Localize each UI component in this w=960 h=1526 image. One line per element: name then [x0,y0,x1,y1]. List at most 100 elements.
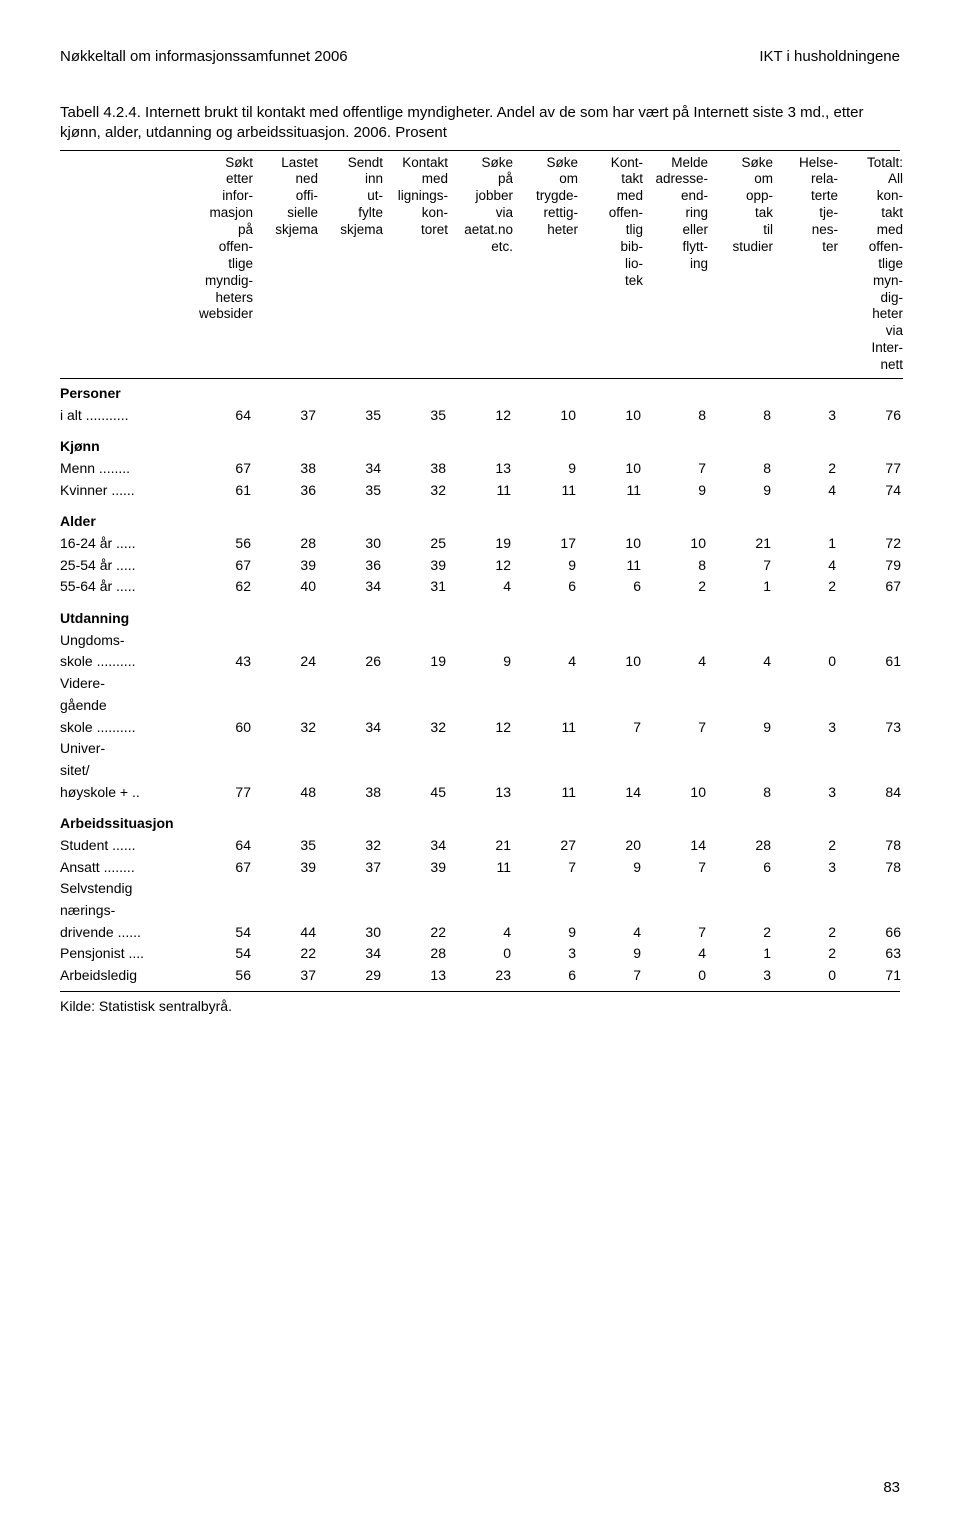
cell: 22 [383,922,448,944]
page-number: 83 [883,1479,900,1496]
cell: 4 [448,922,513,944]
cell: 43 [188,651,253,673]
cell: 61 [838,651,903,673]
cell: 37 [253,405,318,427]
group-header-label: Personer [60,383,903,405]
cell: 7 [643,857,708,879]
cell: 26 [318,651,383,673]
cell: 14 [643,835,708,857]
table-row: i alt ...........6437353512101088376 [60,405,903,427]
cell: 17 [513,533,578,555]
cell: 45 [383,782,448,804]
cell: 34 [318,576,383,598]
cell: 6 [578,576,643,598]
cell: 9 [708,717,773,739]
cell: 10 [643,782,708,804]
cell: 7 [643,922,708,944]
row-label-cont: gående [60,695,188,717]
cell: 9 [578,943,643,965]
cell: 23 [448,965,513,987]
table-head: Søktetterinfor-masjonpåoffen-tligemyndig… [60,155,903,379]
cell: 10 [578,405,643,427]
cell: 3 [513,943,578,965]
col-header-c11: Totalt:Allkon-taktmedoffen-tligemyn-dig-… [838,155,903,379]
cell: 3 [773,717,838,739]
cell: 74 [838,480,903,502]
cell: 66 [838,922,903,944]
cell: 21 [448,835,513,857]
cell: 10 [643,533,708,555]
cell: 8 [643,405,708,427]
cell: 7 [578,717,643,739]
cell: 76 [838,405,903,427]
running-header: Nøkkeltall om informasjonssamfunnet 2006… [60,48,900,65]
cell: 1 [773,533,838,555]
cell: 6 [708,857,773,879]
table-row: Menn ........673834381391078277 [60,458,903,480]
row-label: skole .......... [60,717,188,739]
row-label-cont: Ungdoms- [60,630,188,652]
row-label: Student ...... [60,835,188,857]
cell: 38 [253,458,318,480]
cell: 61 [188,480,253,502]
cell: 38 [383,458,448,480]
cell: 54 [188,943,253,965]
col-header-c3: Sendtinnut-fylteskjema [318,155,383,379]
cell: 29 [318,965,383,987]
cell: 4 [448,576,513,598]
table-row: Arbeidsledig56372913236703071 [60,965,903,987]
table-row: skole ..........603234321211779373 [60,717,903,739]
cell: 25 [383,533,448,555]
cell: 77 [838,458,903,480]
cell: 54 [188,922,253,944]
cell: 9 [448,651,513,673]
cell: 32 [318,835,383,857]
data-table: Søktetterinfor-masjonpåoffen-tligemyndig… [60,155,903,987]
row-label: Kvinner ...... [60,480,188,502]
cell: 35 [253,835,318,857]
cell: 40 [253,576,318,598]
row-label: Arbeidsledig [60,965,188,987]
row-label: høyskole + .. [60,782,188,804]
cell: 2 [708,922,773,944]
row-label-cont: Univer- [60,738,188,760]
cell: 7 [643,458,708,480]
table-row: Univer- [60,738,903,760]
row-label: Ansatt ........ [60,857,188,879]
col-header-c10: Helse-rela-tertetje-nes-ter [773,155,838,379]
running-header-left: Nøkkeltall om informasjonssamfunnet 2006 [60,48,348,65]
cell: 7 [578,965,643,987]
col-header-c6: Søkeomtrygde-rettig-heter [513,155,578,379]
cell: 3 [708,965,773,987]
col-header-c7: Kont-taktmedoffen-tligbib-lio-tek [578,155,643,379]
cell: 4 [643,651,708,673]
group-header-label: Arbeidssituasjon [60,813,903,835]
table-row: skole ..........43242619941044061 [60,651,903,673]
cell: 4 [643,943,708,965]
col-header-c8: Meldeadresse-end-ringellerflytt-ing [643,155,708,379]
group-header: Alder [60,511,903,533]
group-spacer [60,426,903,436]
cell: 19 [448,533,513,555]
cell: 24 [253,651,318,673]
cell: 12 [448,717,513,739]
table-row: Pensjonist ....5422342803941263 [60,943,903,965]
row-label: 55-64 år ..... [60,576,188,598]
group-spacer [60,598,903,608]
table-row: Videre- [60,673,903,695]
cell: 2 [773,576,838,598]
cell: 44 [253,922,318,944]
cell: 7 [708,555,773,577]
cell: 2 [773,458,838,480]
cell: 8 [708,405,773,427]
cell: 2 [773,922,838,944]
table-row: drivende ......5444302249472266 [60,922,903,944]
cell: 67 [838,576,903,598]
cell: 28 [708,835,773,857]
cell: 30 [318,533,383,555]
cell: 32 [253,717,318,739]
cell: 67 [188,857,253,879]
cell: 36 [318,555,383,577]
cell: 11 [578,555,643,577]
table-row: høyskole + ..77483845131114108384 [60,782,903,804]
